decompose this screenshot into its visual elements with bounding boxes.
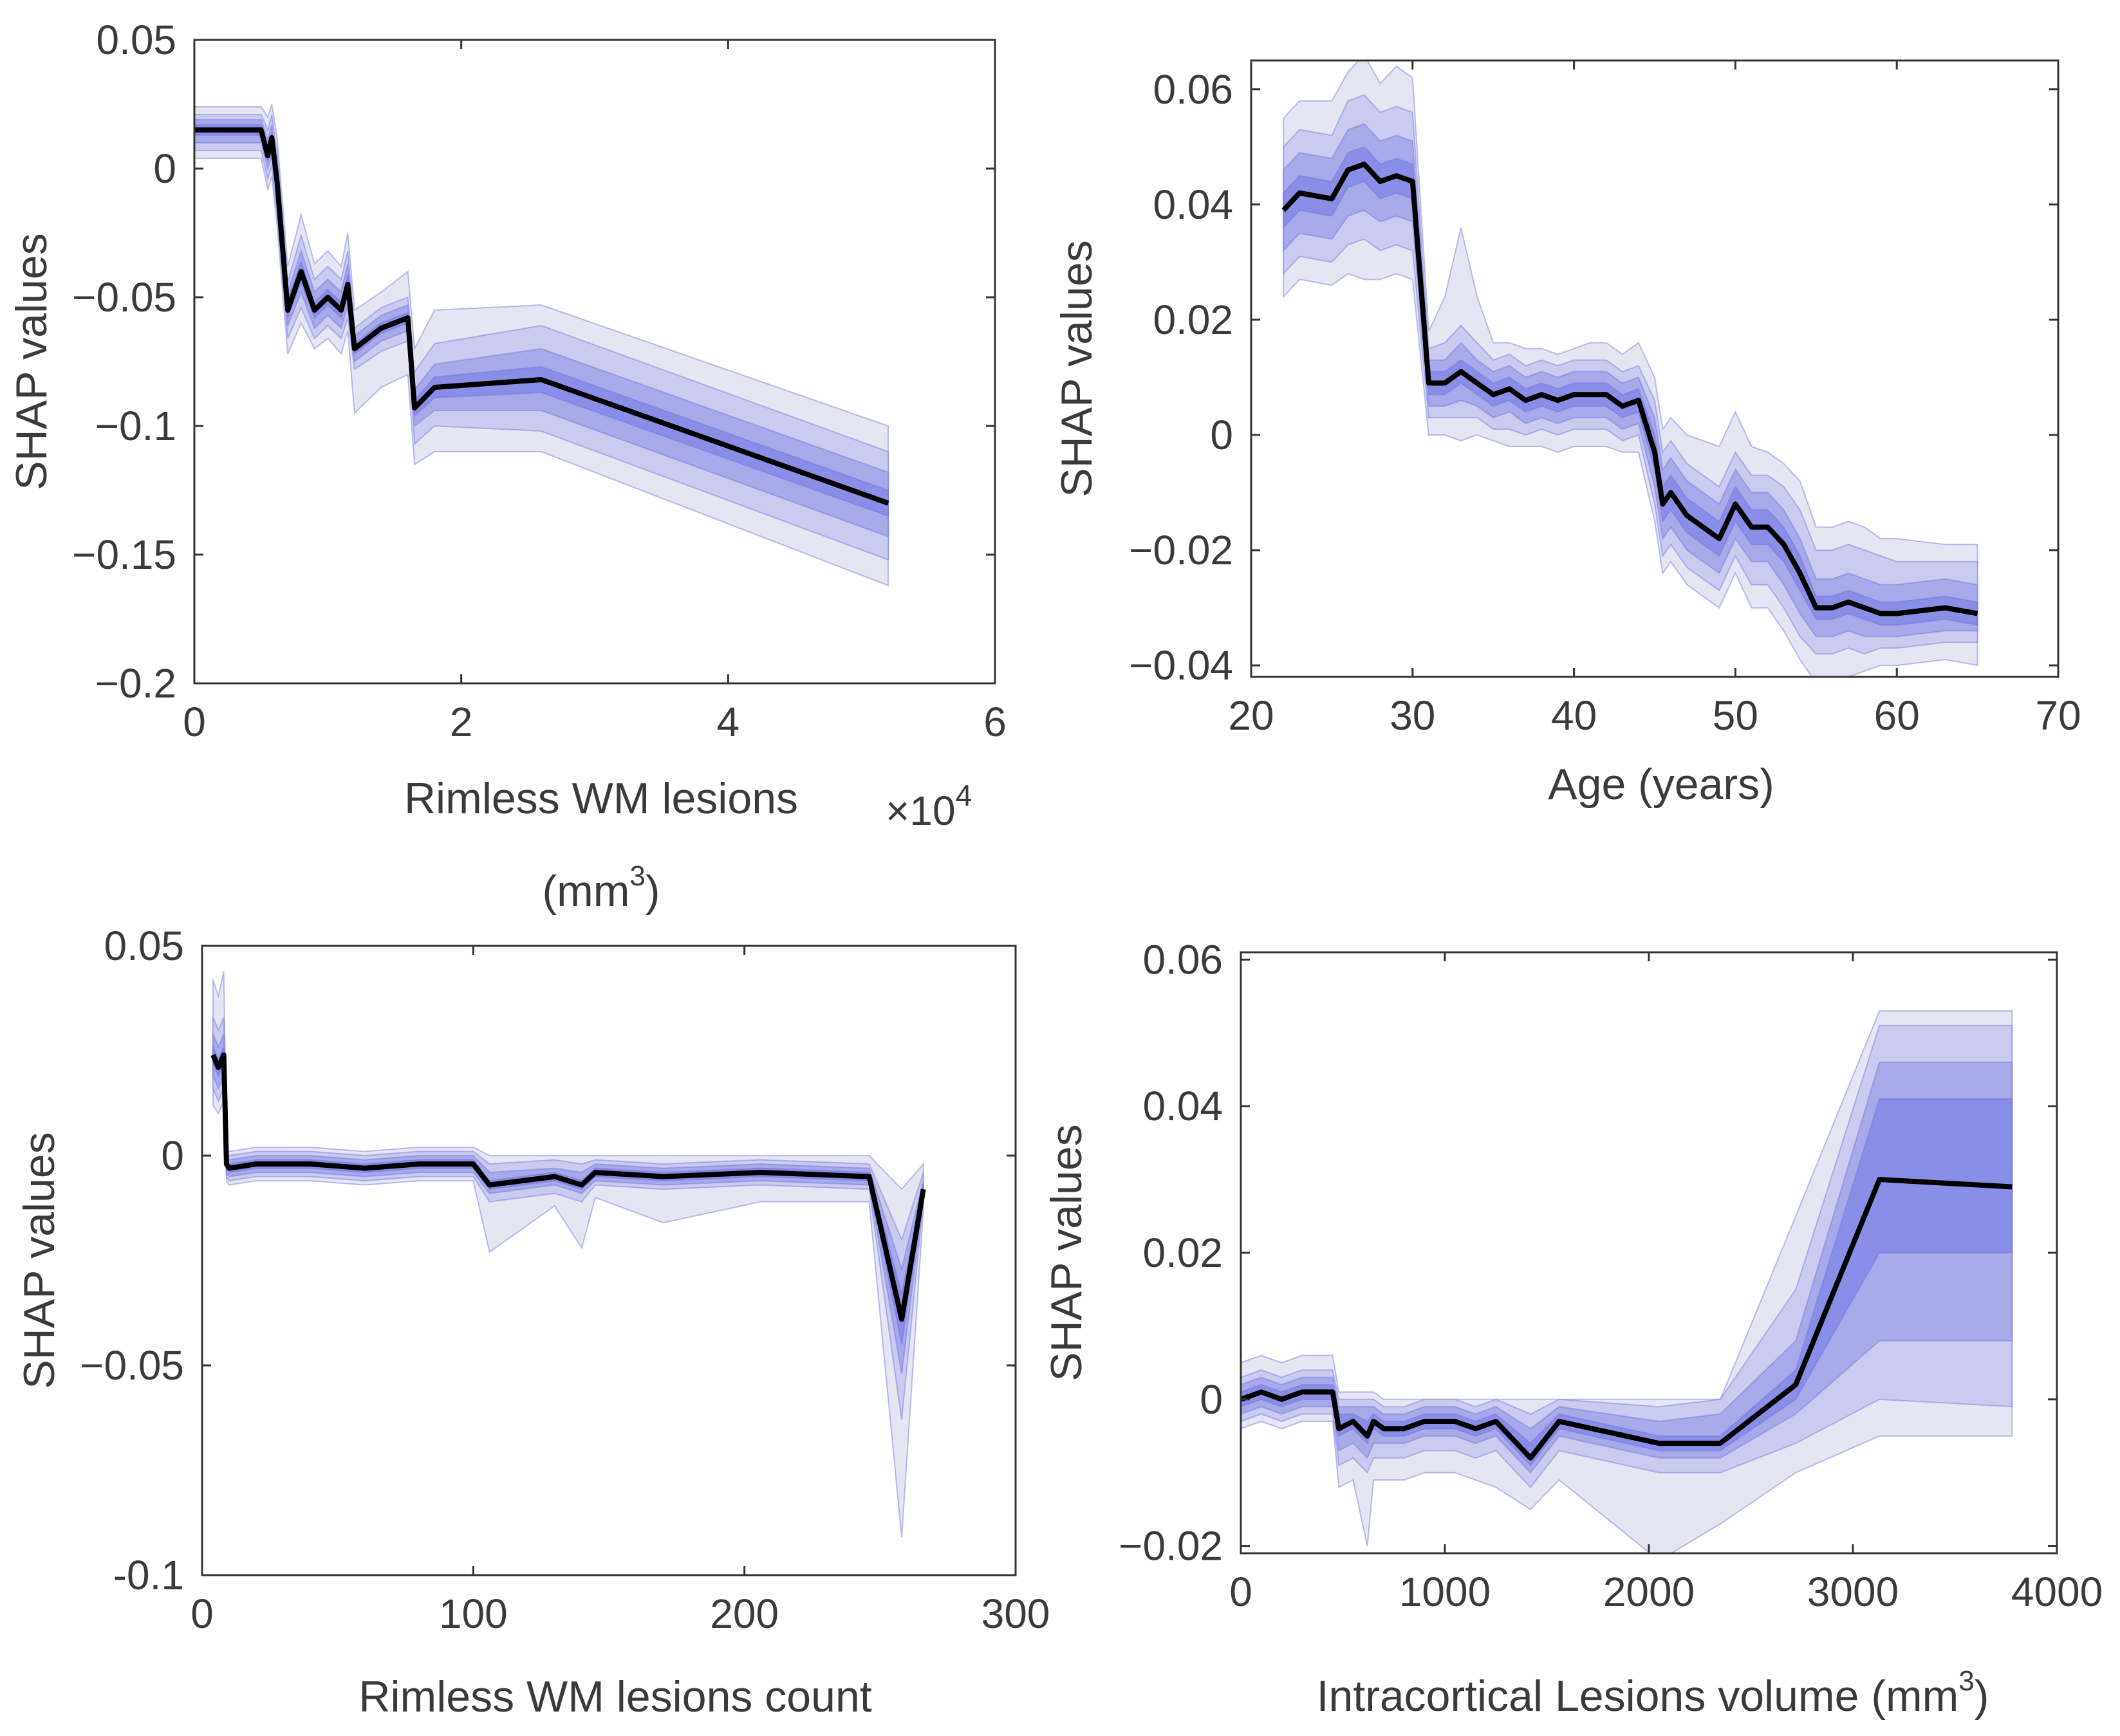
x-axis-label: Intracortical Lesions volume (mm3) bbox=[1317, 1665, 1989, 1721]
y-tick-label: 0 bbox=[1210, 412, 1233, 458]
y-tick-label: 0.04 bbox=[1153, 181, 1233, 228]
x-tick-label: 300 bbox=[981, 1591, 1050, 1637]
mean-shap-line bbox=[210, 1052, 926, 1322]
y-tick-label: −0.04 bbox=[1129, 642, 1233, 688]
y-tick-label: −0.15 bbox=[72, 531, 176, 578]
y-axis-label: SHAP values bbox=[1052, 240, 1101, 497]
confidence-band-2 bbox=[1283, 123, 1978, 638]
x-tick-label: 30 bbox=[1390, 692, 1435, 739]
x-tick-label: 4 bbox=[717, 699, 740, 745]
plot-area bbox=[1241, 1010, 2013, 1553]
mean-shap-line bbox=[194, 127, 889, 506]
x-tick-label: 60 bbox=[1874, 692, 1920, 739]
x-tick-label: 4000 bbox=[2011, 1569, 2103, 1615]
mean-shap-line bbox=[1281, 162, 1978, 616]
chart-panel-1: 0 2 4 6 −0.2 −0.15 −0.1 −0.05 0 0.05 SHAP values Ri… bbox=[7, 17, 1007, 916]
axes-frame bbox=[193, 39, 996, 685]
x-tick-label: 20 bbox=[1228, 692, 1274, 739]
x-axis-label: Rimless WM lesions bbox=[404, 774, 798, 823]
y-axis-label: SHAP values bbox=[1042, 1124, 1091, 1381]
x-tick-label: 200 bbox=[710, 1591, 779, 1637]
x-tick-label: 100 bbox=[439, 1591, 508, 1637]
y-tick-label: −0.2 bbox=[95, 660, 176, 706]
y-tick-label: 0.06 bbox=[1142, 936, 1223, 983]
x-tick-label: 0 bbox=[183, 699, 206, 745]
chart-panel-2: 20 30 40 50 60 70 −0.04 −0.02 0 0.02 0.04 0.06 SHAP … bbox=[1052, 59, 2081, 809]
x-tick-label: 6 bbox=[983, 699, 1007, 745]
y-axis-label: SHAP values bbox=[7, 233, 56, 490]
x-tick-label: 2 bbox=[450, 699, 473, 745]
plot-area bbox=[210, 970, 926, 1538]
x-tick-label: 40 bbox=[1551, 692, 1597, 739]
mean-shap-line bbox=[1241, 1177, 2013, 1461]
y-tick-label: 0.04 bbox=[1142, 1083, 1223, 1129]
y-tick-label: 0.06 bbox=[1153, 66, 1233, 113]
x-axis-label: Age (years) bbox=[1548, 760, 1774, 809]
x-axis-label: Rimless WM lesions count bbox=[358, 1672, 871, 1721]
x-tick-label: 70 bbox=[2035, 692, 2081, 739]
x-tick-label: 0 bbox=[1229, 1569, 1252, 1615]
plot-area bbox=[194, 104, 889, 587]
x-tick-label: 0 bbox=[191, 1591, 214, 1637]
y-tick-label: −0.05 bbox=[80, 1342, 184, 1389]
x-tick-label: 50 bbox=[1713, 692, 1758, 739]
y-tick-label: −0.02 bbox=[1119, 1523, 1223, 1569]
y-tick-label: 0 bbox=[161, 1132, 184, 1179]
y-tick-label: −0.05 bbox=[72, 274, 176, 320]
y-tick-label: 0.05 bbox=[104, 923, 184, 969]
confidence-band-2 bbox=[1241, 1061, 2013, 1474]
y-tick-label: 0.02 bbox=[1153, 297, 1233, 343]
confidence-band-1 bbox=[1241, 1098, 2013, 1466]
y-axis-label: SHAP values bbox=[15, 1132, 64, 1389]
y-tick-label: 0.05 bbox=[96, 17, 176, 63]
confidence-band-3 bbox=[1283, 94, 1978, 655]
x-tick-label: 1000 bbox=[1399, 1569, 1491, 1615]
chart-panel-4: 0 1000 2000 3000 4000−0.0200.020.040.06SHAP … bbox=[1042, 936, 2103, 1721]
y-tick-label: 0.02 bbox=[1142, 1230, 1223, 1276]
y-tick-label: −0.02 bbox=[1129, 527, 1233, 573]
plot-area bbox=[1281, 60, 1978, 677]
axes-frame bbox=[201, 945, 1017, 1576]
y-tick-label: 0 bbox=[1200, 1376, 1223, 1423]
y-tick-label: -0.1 bbox=[113, 1552, 184, 1598]
x-axis-exponent: ×104 bbox=[886, 779, 972, 834]
x-tick-label: 3000 bbox=[1807, 1569, 1899, 1615]
y-tick-label: 0 bbox=[153, 145, 176, 192]
x-tick-label: 2000 bbox=[1603, 1569, 1695, 1615]
axes-frame bbox=[1250, 59, 2060, 678]
confidence-band-1 bbox=[1283, 146, 1978, 626]
y-tick-label: −0.1 bbox=[95, 403, 176, 449]
x-axis-label-unit: (mm3) bbox=[542, 860, 660, 916]
chart-panel-3: 0 100 200 300 -0.1 −0.05 0 0.05 SHAP values Rimle… bbox=[15, 923, 1050, 1721]
confidence-band-4 bbox=[212, 970, 924, 1538]
